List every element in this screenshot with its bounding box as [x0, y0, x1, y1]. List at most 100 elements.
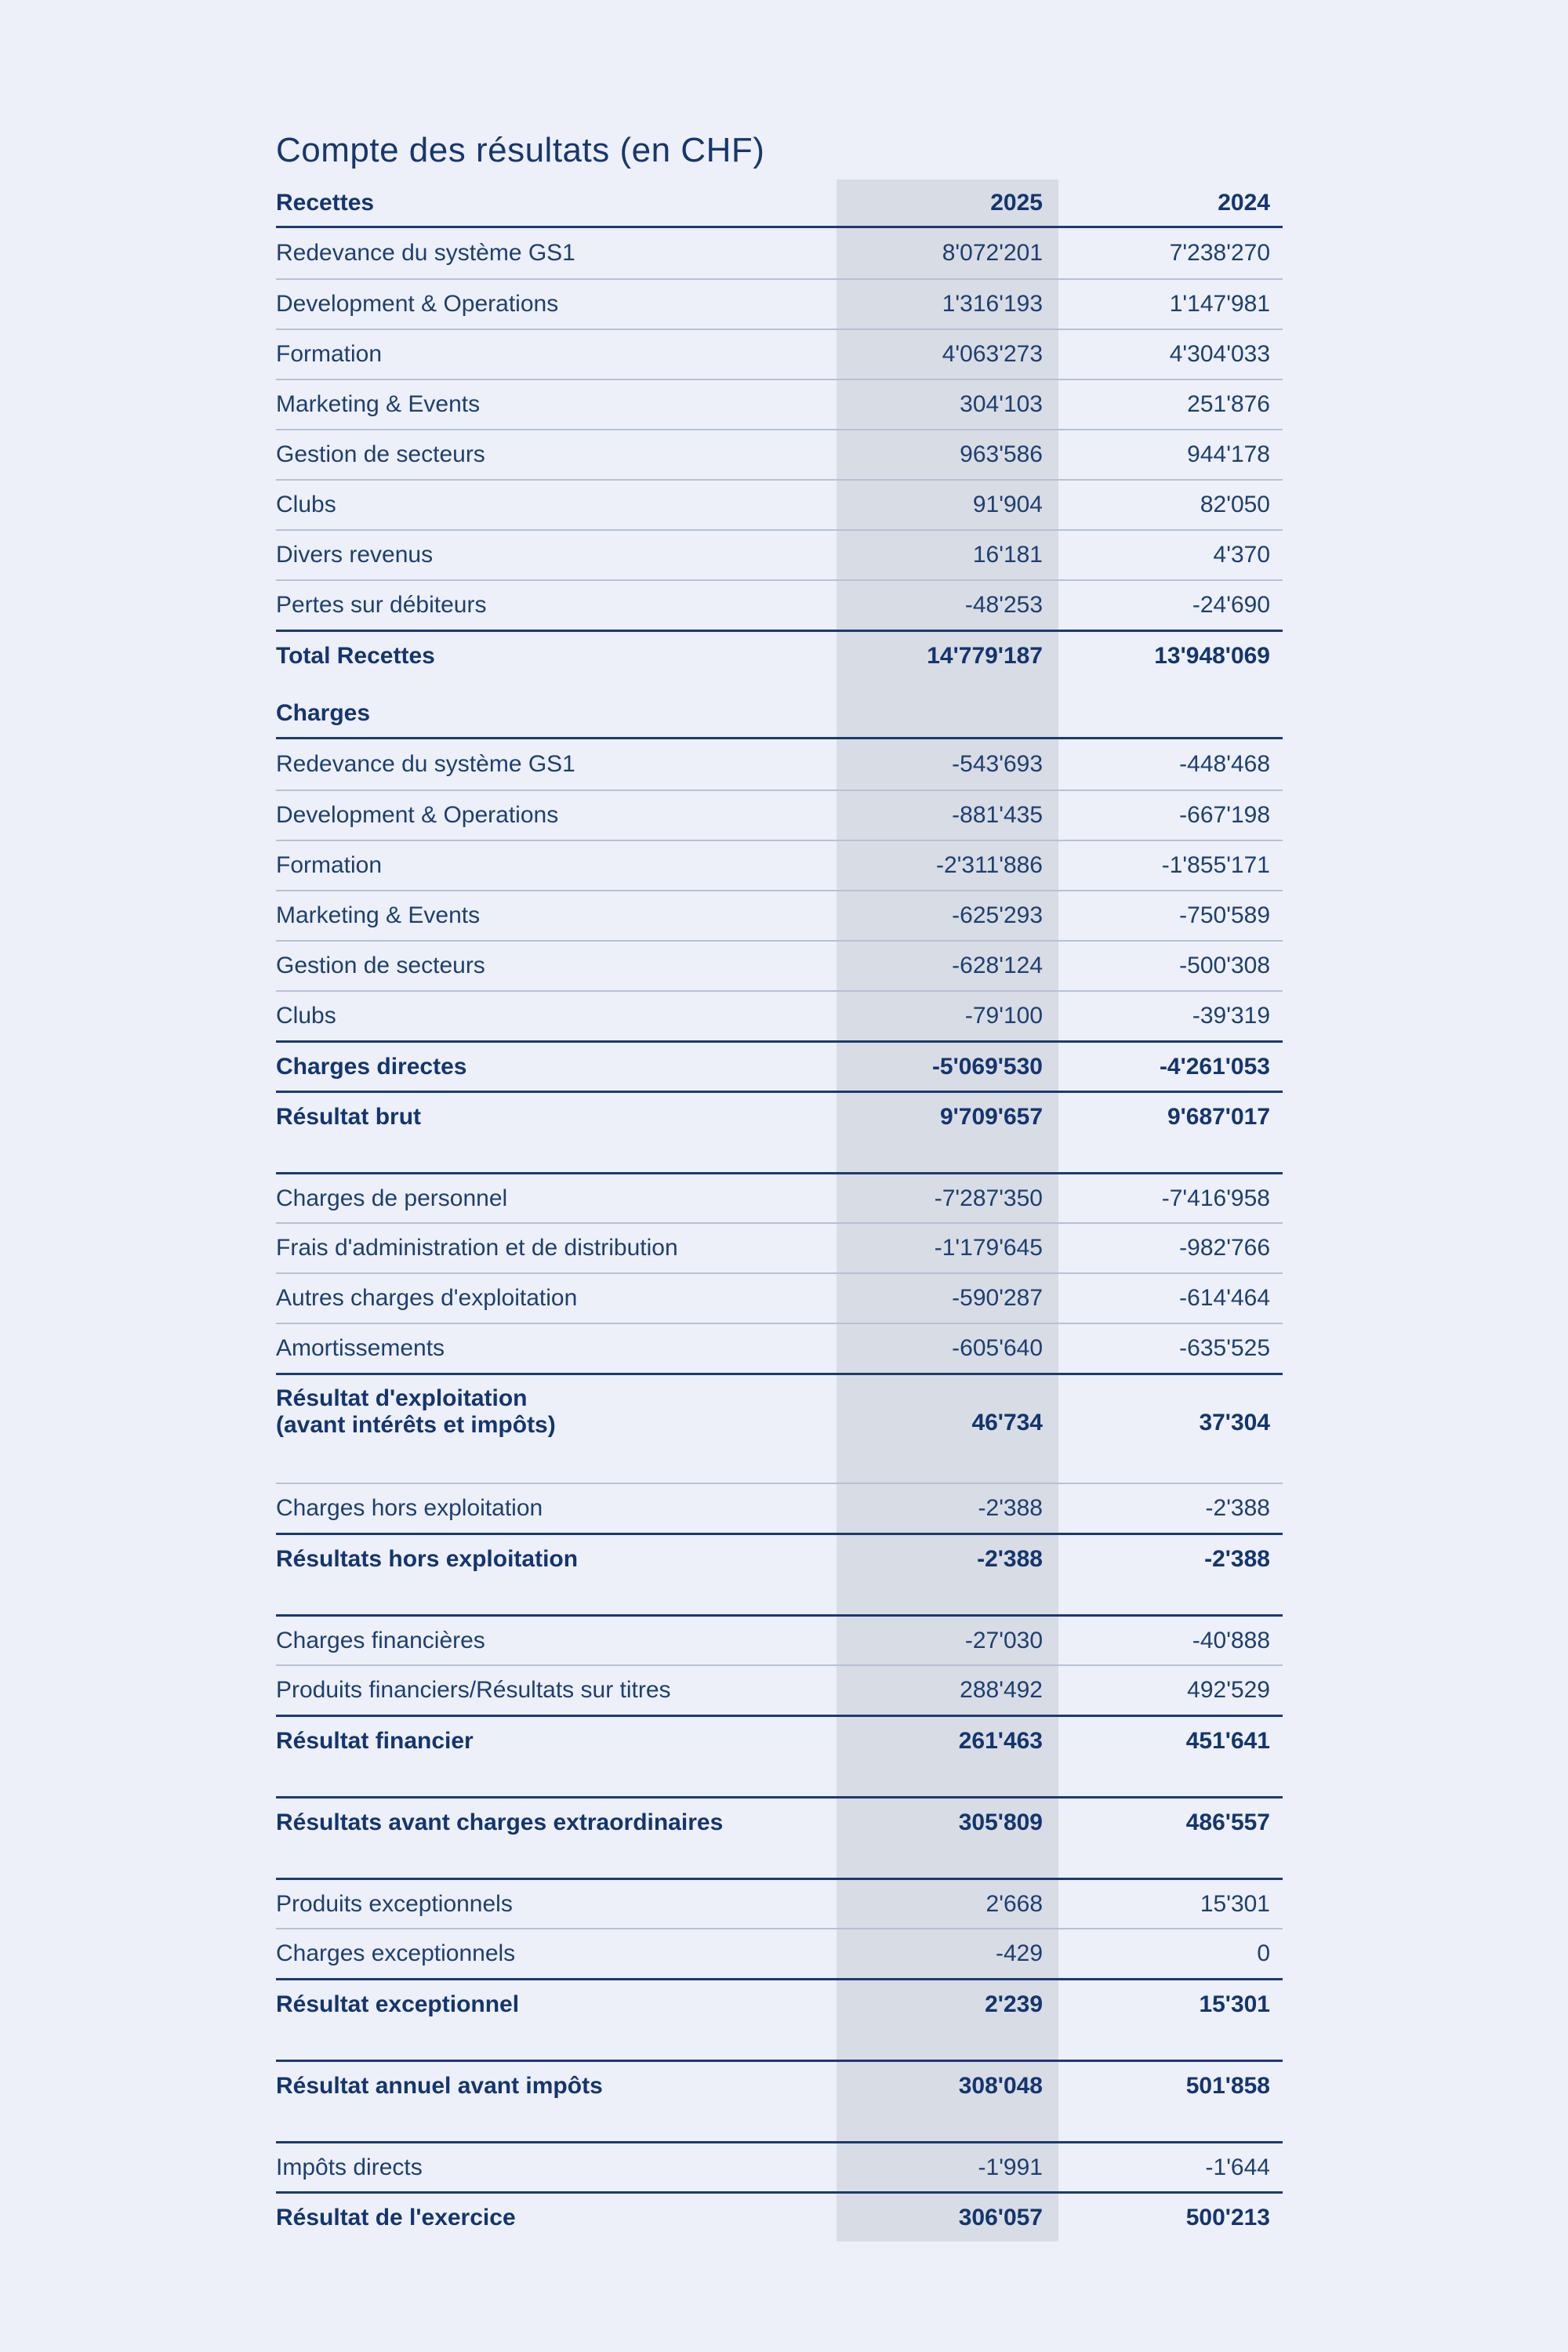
- row-value-2025: -2'388: [977, 1545, 1043, 1572]
- column-header-2025: 2025: [990, 189, 1043, 216]
- row-label: Divers revenus: [276, 542, 434, 568]
- row-value-2024: 1'147'981: [1169, 291, 1270, 317]
- section-gap: [276, 1583, 1283, 1614]
- row-label: Charges financières: [276, 1627, 485, 1653]
- row-value-2025: 261'463: [958, 1727, 1043, 1754]
- table-row: Frais d'administration et de distributio…: [276, 1222, 1283, 1272]
- row-label: Résultats hors exploitation: [276, 1545, 579, 1572]
- total-row: Résultat d'exploitation (avant intérêts e…: [276, 1373, 1283, 1451]
- row-value-2025: 91'904: [972, 492, 1043, 517]
- row-value-2024: 944'178: [1187, 441, 1270, 467]
- table-row: Charges financières -27'030 -40'888: [276, 1614, 1283, 1664]
- row-value-2024: -4'261'053: [1159, 1053, 1270, 1080]
- table-row: Gestion de secteurs 963'586 944'178: [276, 429, 1283, 479]
- row-label: Autres charges d'exploitation: [276, 1285, 578, 1311]
- row-value-2024: -2'388: [1205, 1495, 1270, 1521]
- row-value-2025: -429: [995, 1940, 1043, 1966]
- row-label: Formation: [276, 852, 383, 878]
- row-value-2024: -667'198: [1179, 802, 1270, 828]
- table-row: Redevance du système GS1 8'072'201 7'238'2…: [276, 228, 1283, 278]
- row-label: Gestion de secteurs: [276, 953, 485, 978]
- row-label: Amortissements: [276, 1335, 445, 1361]
- row-value-2025: -79'100: [964, 1003, 1043, 1029]
- total-row: Résultats avant charges extraordinaires 3…: [276, 1796, 1283, 1846]
- row-label-second-line: (avant intérêts et impôts): [276, 1412, 556, 1438]
- row-value-2025: -7'287'350: [934, 1185, 1043, 1211]
- row-label: Total Recettes: [276, 642, 435, 669]
- row-label: Charges directes: [276, 1053, 467, 1080]
- row-value-2025: 306'057: [958, 2204, 1043, 2230]
- row-value-2024: -982'766: [1179, 1235, 1270, 1261]
- table-row: Formation -2'311'886 -1'855'171: [276, 840, 1283, 890]
- row-value-2024: -2'388: [1204, 1545, 1270, 1572]
- row-value-2024: -635'525: [1179, 1335, 1270, 1361]
- row-label: Produits financiers/Résultats sur titres: [276, 1677, 671, 1703]
- row-label: Charges de personnel: [276, 1185, 508, 1211]
- section-gap: [276, 1846, 1283, 1878]
- row-label: Impôts directs: [276, 2154, 423, 2180]
- row-value-2025: -48'253: [964, 592, 1043, 618]
- section-gap: [276, 2028, 1283, 2060]
- table-row: Charges de personnel -7'287'350 -7'416'958: [276, 1172, 1283, 1222]
- row-label: Charges hors exploitation: [276, 1495, 543, 1521]
- total-row: Résultats hors exploitation -2'388 -2'388: [276, 1533, 1283, 1583]
- row-value-2024: 7'238'270: [1169, 240, 1270, 266]
- row-value-2024: -614'464: [1179, 1285, 1270, 1311]
- table-row: Divers revenus 16'181 4'370: [276, 529, 1283, 579]
- row-value-2025: 288'492: [960, 1677, 1043, 1703]
- results-table: Recettes 2025 2024 Redevance du système GS1…: [276, 180, 1283, 2241]
- row-value-2024: 13'948'069: [1154, 642, 1270, 669]
- row-value-2025: 14'779'187: [927, 642, 1043, 669]
- total-row: Résultat financier 261'463 451'641: [276, 1715, 1283, 1765]
- row-value-2025: 46'734: [971, 1410, 1043, 1436]
- row-value-2024: 82'050: [1200, 492, 1270, 517]
- row-value-2024: 4'370: [1213, 542, 1270, 568]
- table-row: Redevance du système GS1 -543'693 -448'468: [276, 739, 1283, 789]
- row-value-2024: 9'687'017: [1167, 1103, 1270, 1130]
- row-value-2024: 501'858: [1185, 2072, 1270, 2099]
- row-value-2024: 15'301: [1199, 1991, 1270, 2017]
- table-row: Charges hors exploitation -2'388 -2'388: [276, 1483, 1283, 1533]
- total-row: Résultat de l'exercice 306'057 500'213: [276, 2191, 1283, 2241]
- row-value-2025: -605'640: [952, 1335, 1043, 1361]
- row-value-2024: 251'876: [1187, 391, 1270, 417]
- table-row: Produits exceptionnels 2'668 15'301: [276, 1878, 1283, 1928]
- table-row: Charges exceptionnels -429 0: [276, 1928, 1283, 1978]
- section-gap: [276, 2110, 1283, 2141]
- table-row: Marketing & Events -625'293 -750'589: [276, 890, 1283, 940]
- row-label: Produits exceptionnels: [276, 1890, 513, 1917]
- row-label: Résultat financier: [276, 1727, 474, 1754]
- row-value-2025: -881'435: [952, 802, 1043, 828]
- row-value-2024: -24'690: [1192, 592, 1270, 618]
- section-gap: [276, 1451, 1283, 1483]
- row-value-2024: -40'888: [1192, 1627, 1270, 1653]
- section-gap: [276, 1141, 1283, 1172]
- row-label: Résultat d'exploitation: [276, 1385, 528, 1411]
- row-label: Redevance du système GS1: [276, 240, 575, 266]
- row-value-2025: 16'181: [972, 542, 1043, 568]
- row-value-2025: 2'239: [985, 1991, 1043, 2017]
- row-label: Résultat exceptionnel: [276, 1991, 520, 2017]
- column-header-2024: 2024: [1218, 189, 1270, 216]
- row-value-2024: 4'304'033: [1169, 341, 1270, 367]
- total-row: Résultat annuel avant impôts 308'048 501'8…: [276, 2060, 1283, 2110]
- total-row: Résultat brut 9'709'657 9'687'017: [276, 1091, 1283, 1141]
- row-label: Frais d'administration et de distributio…: [276, 1235, 678, 1261]
- row-value-2024: -448'468: [1179, 751, 1270, 777]
- table-row: Pertes sur débiteurs -48'253 -24'690: [276, 579, 1283, 630]
- row-value-2024: -500'308: [1179, 953, 1270, 978]
- row-value-2024: -750'589: [1179, 902, 1270, 928]
- page-title: Compte des résultats (en CHF): [276, 131, 765, 170]
- row-value-2025: -543'693: [952, 751, 1043, 777]
- row-label: Development & Operations: [276, 291, 559, 317]
- row-value-2024: 15'301: [1200, 1890, 1270, 1917]
- row-label: Gestion de secteurs: [276, 441, 485, 467]
- row-value-2025: -27'030: [964, 1627, 1043, 1653]
- table-row: Development & Operations 1'316'193 1'147'9…: [276, 278, 1283, 328]
- row-value-2025: -1'991: [978, 2154, 1043, 2180]
- table-row: Gestion de secteurs -628'124 -500'308: [276, 940, 1283, 990]
- row-value-2025: -2'388: [978, 1495, 1043, 1521]
- row-label: Formation: [276, 341, 383, 367]
- table-row: Autres charges d'exploitation -590'287 -61…: [276, 1272, 1283, 1323]
- row-value-2024: 451'641: [1185, 1727, 1270, 1754]
